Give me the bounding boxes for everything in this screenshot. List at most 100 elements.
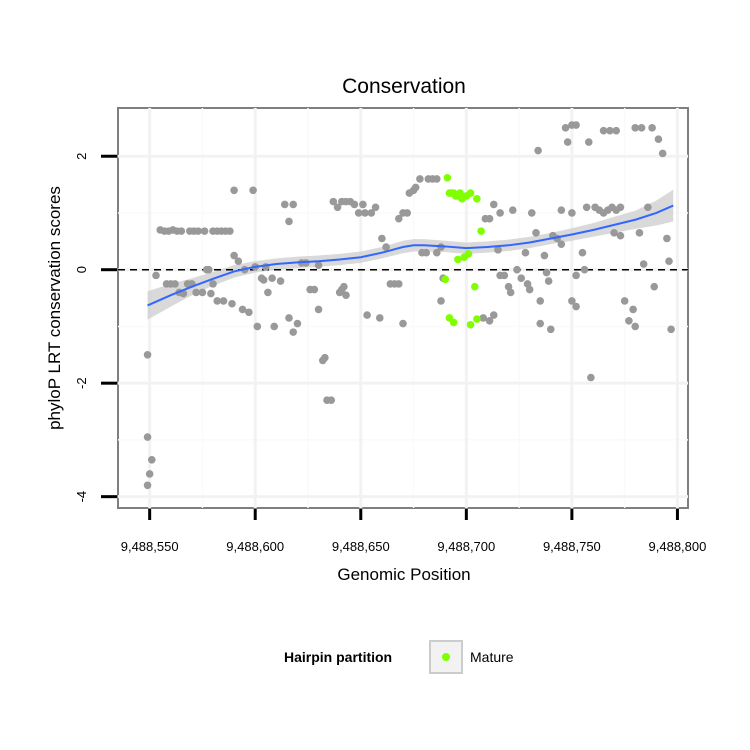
data-point: [200, 227, 209, 235]
data-point: [327, 396, 336, 404]
data-point: [620, 297, 629, 305]
data-point: [253, 322, 262, 331]
data-point-mature: [449, 318, 458, 327]
data-point: [612, 126, 621, 135]
data-point: [228, 299, 236, 308]
data-point: [563, 138, 572, 146]
data-point: [422, 248, 431, 257]
data-point-mature: [464, 250, 473, 258]
data-point: [285, 217, 293, 226]
data-point-mature: [473, 194, 481, 203]
data-point: [580, 265, 589, 274]
data-point: [270, 322, 279, 331]
data-point: [333, 203, 342, 212]
data-point: [542, 268, 551, 277]
data-point: [544, 277, 553, 285]
data-point: [375, 314, 384, 322]
data-point: [561, 124, 570, 132]
data-point: [143, 481, 152, 490]
data-point: [432, 248, 441, 257]
data-point: [489, 311, 498, 319]
data-point: [496, 209, 504, 217]
data-point: [658, 149, 667, 158]
chart-title: Conservation: [342, 75, 466, 98]
data-point: [245, 308, 253, 317]
data-point: [192, 288, 200, 297]
data-point: [654, 135, 663, 144]
y-axis-title: phyloP LRT conservation scores: [45, 186, 64, 430]
data-point: [631, 322, 640, 331]
data-point-mature: [473, 315, 481, 323]
data-point-mature: [466, 189, 475, 197]
data-point: [532, 229, 540, 237]
data-point: [204, 265, 213, 274]
data-point: [637, 124, 646, 132]
data-point: [340, 282, 348, 291]
data-point: [280, 200, 289, 209]
data-point: [329, 197, 338, 206]
data-point: [536, 297, 545, 305]
data-point: [198, 288, 207, 297]
data-point: [293, 319, 302, 328]
data-point: [289, 328, 298, 336]
data-point: [644, 203, 652, 212]
data-point: [230, 186, 238, 195]
data-point: [629, 305, 637, 314]
data-point: [354, 209, 363, 217]
x-tick-label: 9,488,550: [121, 539, 179, 554]
data-point-mature: [470, 282, 479, 291]
data-point-mature: [466, 320, 475, 329]
x-tick-label: 9,488,650: [332, 539, 390, 554]
data-point: [631, 124, 640, 132]
data-point: [506, 288, 515, 297]
data-point: [394, 280, 403, 288]
data-point: [194, 227, 203, 235]
data-point: [143, 433, 152, 441]
data-point: [494, 246, 502, 254]
smooth-line: [147, 204, 674, 307]
data-point: [525, 285, 534, 294]
data-point: [394, 214, 403, 223]
data-point: [599, 126, 608, 135]
data-point-mature: [441, 275, 450, 284]
data-point: [276, 277, 285, 285]
data-point: [171, 280, 179, 288]
data-point: [226, 227, 234, 235]
data-point: [500, 271, 509, 280]
x-axis: 9,488,550 9,488,600 9,488,650 9,488,700 9,48…: [121, 509, 706, 554]
data-point: [238, 305, 247, 314]
data-point: [219, 297, 228, 305]
data-point: [321, 353, 329, 362]
data-point: [650, 282, 659, 291]
x-axis-title: Genomic Position: [337, 565, 470, 584]
data-point: [540, 251, 549, 260]
data-point: [610, 229, 618, 237]
y-tick-label: -4: [74, 491, 89, 503]
data-point: [399, 319, 407, 328]
data-point: [639, 260, 648, 268]
data-point: [625, 316, 633, 325]
data-point: [616, 203, 625, 212]
data-point: [314, 305, 323, 314]
x-tick-label: 9,488,700: [437, 539, 495, 554]
legend-title: Hairpin partition: [284, 649, 392, 665]
data-point: [230, 251, 238, 260]
data-point: [521, 248, 530, 257]
data-point: [616, 231, 625, 240]
data-point: [572, 302, 580, 311]
plot-panel: [117, 107, 689, 509]
data-point: [584, 138, 593, 146]
x-tick-label: 9,488,750: [543, 539, 601, 554]
data-point: [485, 316, 494, 325]
data-point: [264, 288, 272, 297]
data-point: [259, 276, 268, 284]
data-point: [437, 297, 445, 305]
smooth-line-group: [147, 204, 674, 307]
data-point: [411, 183, 420, 192]
data-point: [177, 227, 186, 235]
data-point: [489, 200, 498, 209]
y-axis: -4 -2 0 2: [74, 153, 117, 503]
data-point: [663, 234, 671, 243]
data-point: [479, 314, 488, 322]
